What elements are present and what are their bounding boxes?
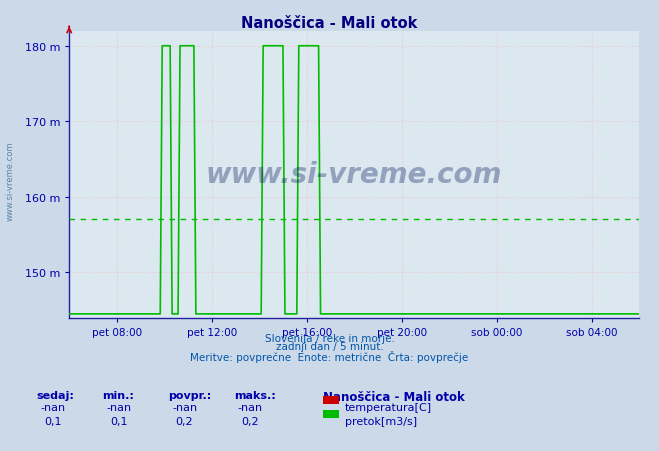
Text: 0,1: 0,1 [44, 416, 61, 426]
Text: -nan: -nan [172, 402, 197, 412]
Text: www.si-vreme.com: www.si-vreme.com [5, 141, 14, 220]
Text: Nanoščica - Mali otok: Nanoščica - Mali otok [323, 390, 465, 403]
Text: min.:: min.: [102, 390, 134, 400]
Text: maks.:: maks.: [234, 390, 275, 400]
Text: povpr.:: povpr.: [168, 390, 212, 400]
Text: www.si-vreme.com: www.si-vreme.com [206, 161, 502, 189]
Text: -nan: -nan [106, 402, 131, 412]
Text: Meritve: povprečne  Enote: metrične  Črta: povprečje: Meritve: povprečne Enote: metrične Črta:… [190, 350, 469, 362]
Text: 0,2: 0,2 [242, 416, 259, 426]
Text: zadnji dan / 5 minut.: zadnji dan / 5 minut. [275, 341, 384, 351]
Text: Slovenija / reke in morje.: Slovenija / reke in morje. [264, 333, 395, 343]
Text: -nan: -nan [238, 402, 263, 412]
Text: 0,1: 0,1 [110, 416, 127, 426]
Text: pretok[m3/s]: pretok[m3/s] [345, 416, 416, 426]
Text: temperatura[C]: temperatura[C] [345, 402, 432, 412]
Text: 0,2: 0,2 [176, 416, 193, 426]
Text: sedaj:: sedaj: [36, 390, 74, 400]
Text: -nan: -nan [40, 402, 65, 412]
Text: Nanoščica - Mali otok: Nanoščica - Mali otok [241, 16, 418, 31]
